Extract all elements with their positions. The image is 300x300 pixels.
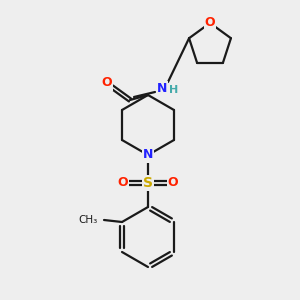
Text: O: O bbox=[102, 76, 112, 89]
Text: N: N bbox=[143, 148, 153, 161]
Text: CH₃: CH₃ bbox=[79, 215, 98, 225]
Text: O: O bbox=[168, 176, 178, 190]
Text: S: S bbox=[143, 176, 153, 190]
Text: N: N bbox=[157, 82, 167, 94]
Text: O: O bbox=[205, 16, 215, 29]
Text: H: H bbox=[169, 85, 178, 95]
Text: O: O bbox=[118, 176, 128, 190]
